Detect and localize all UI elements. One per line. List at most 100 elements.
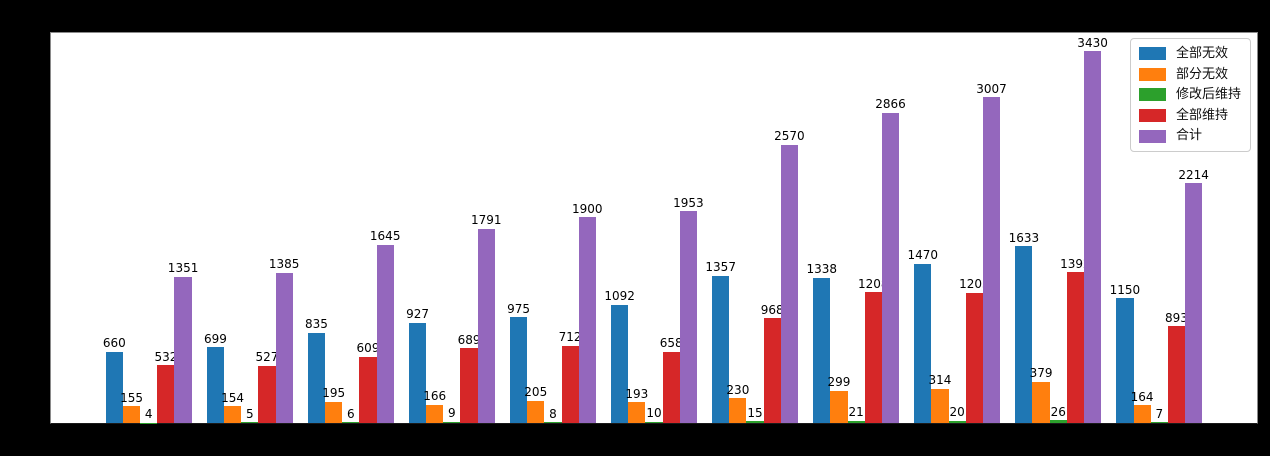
bar-series-1-group-2 [325, 401, 343, 423]
plot-area: 660 155 4 532 1351 699 154 5 527 1385 835 195 6 609 16… [50, 32, 1258, 424]
bar-series-1-group-4 [527, 400, 545, 423]
bar-value-label: 1633 [1008, 230, 1040, 245]
bar-value-label: 2570 [774, 129, 805, 143]
legend-label: 修改后维持 [1175, 87, 1241, 103]
bar-value-label: 1357 [705, 260, 736, 275]
bar-value-label: 7 [1155, 406, 1164, 421]
bar-series-1-group-1 [224, 406, 242, 423]
bar-value-label: 230 [726, 382, 750, 397]
legend-swatch-icon [1138, 109, 1166, 123]
bar-series-0-group-6 [712, 276, 730, 423]
bar-series-0-group-9 [1015, 246, 1033, 423]
bar-series-2-group-2 [342, 422, 360, 423]
bar-series-0-group-4 [509, 317, 528, 423]
bar-value-label: 379 [1029, 366, 1053, 381]
bar-value-label: 1392 [1060, 256, 1091, 271]
bar-value-label: 689 [457, 332, 481, 347]
bar-value-label: 927 [406, 306, 429, 321]
legend-label: 部分无效 [1175, 66, 1228, 82]
bar-value-label: 193 [625, 386, 649, 401]
bar-value-label: 3007 [976, 81, 1007, 96]
bar-value-label: 532 [154, 349, 178, 364]
bar-value-label: 835 [305, 316, 328, 331]
bar-series-3-group-2 [359, 357, 377, 423]
bar-value-label: 1203 [959, 277, 990, 292]
legend-item: 修改后维持 [1138, 87, 1241, 103]
bar-value-label: 527 [255, 350, 279, 365]
bar-value-label: 1150 [1109, 282, 1141, 297]
bar-value-label: 164 [1130, 389, 1154, 404]
bar-series-4-group-0 [174, 276, 192, 423]
legend-item: 部分无效 [1138, 66, 1241, 83]
bar-value-label: 660 [102, 335, 126, 350]
bar-value-label: 26 [1050, 404, 1066, 419]
bar-series-0-group-0 [105, 351, 123, 423]
bar-series-1-group-9 [1032, 381, 1050, 423]
bar-value-label: 154 [221, 390, 245, 405]
bar-value-label: 5 [245, 406, 254, 421]
bar-series-0-group-1 [206, 347, 224, 423]
bar-series-2-group-10 [1150, 422, 1168, 423]
bar-value-label: 195 [322, 386, 346, 401]
bar-value-label: 1385 [268, 257, 300, 272]
bar-series-3-group-7 [864, 292, 882, 423]
bar-value-label: 1351 [167, 261, 199, 276]
bar-series-3-group-0 [157, 365, 175, 423]
bar-value-label: 1208 [858, 276, 889, 291]
bar-value-label: 20 [949, 405, 965, 420]
legend-swatch-icon [1138, 129, 1166, 143]
bar-series-4-group-3 [477, 228, 495, 423]
bar-series-1-group-3 [426, 405, 444, 423]
bar-series-0-group-3 [408, 322, 427, 423]
bar-value-label: 1645 [369, 229, 401, 244]
legend-label: 全部无效 [1175, 46, 1228, 61]
bar-value-label: 658 [659, 336, 683, 351]
bar-value-label: 2214 [1178, 167, 1209, 182]
bar-value-label: 609 [356, 341, 380, 356]
bar-series-1-group-8 [931, 388, 949, 423]
bar-value-label: 15 [747, 405, 763, 420]
bar-value-label: 3430 [1077, 35, 1108, 50]
bar-series-1-group-7 [830, 390, 848, 423]
bar-series-4-group-5 [679, 211, 697, 423]
bar-value-label: 21 [848, 405, 864, 420]
legend-swatch-icon [1138, 88, 1166, 102]
legend-item: 全部维持 [1138, 107, 1241, 124]
bar-value-label: 314 [928, 373, 952, 388]
bar-series-1-group-0 [122, 406, 141, 423]
legend-item: 全部无效 [1138, 46, 1241, 62]
bar-value-label: 1470 [907, 248, 939, 263]
legend-swatch-icon [1138, 67, 1166, 81]
bar-series-3-group-4 [561, 345, 579, 423]
bar-value-label: 893 [1165, 310, 1188, 325]
bar-series-2-group-7 [847, 420, 865, 423]
bar-series-4-group-10 [1185, 183, 1203, 423]
bar-series-0-group-7 [813, 278, 831, 423]
bar-series-1-group-6 [729, 398, 747, 423]
bar-value-label: 155 [120, 390, 143, 405]
bar-series-2-group-5 [645, 421, 663, 423]
bar-series-4-group-1 [275, 272, 293, 423]
bar-value-label: 712 [558, 330, 582, 345]
bar-value-label: 166 [423, 389, 447, 404]
bar-series-2-group-8 [948, 420, 966, 423]
bar-series-0-group-10 [1116, 298, 1134, 423]
legend-label: 全部维持 [1175, 107, 1228, 123]
bar-series-2-group-1 [241, 422, 259, 423]
bar-value-label: 1953 [673, 195, 704, 210]
bar-value-label: 1338 [806, 262, 838, 277]
bar-value-label: 1791 [470, 213, 502, 228]
bar-series-4-group-7 [881, 112, 900, 423]
bar-series-0-group-8 [914, 263, 932, 423]
bar-series-3-group-8 [965, 292, 983, 423]
bar-value-label: 975 [507, 301, 531, 316]
bar-value-label: 205 [524, 385, 548, 400]
legend-label: 合计 [1175, 128, 1202, 144]
bar-series-4-group-9 [1083, 51, 1102, 423]
bar-value-label: 2866 [875, 96, 906, 111]
bar-series-2-group-6 [746, 421, 764, 423]
bar-series-4-group-8 [982, 97, 1001, 423]
bar-series-3-group-1 [258, 365, 276, 423]
bar-value-label: 10 [646, 406, 662, 421]
bar-value-label: 699 [203, 331, 227, 346]
